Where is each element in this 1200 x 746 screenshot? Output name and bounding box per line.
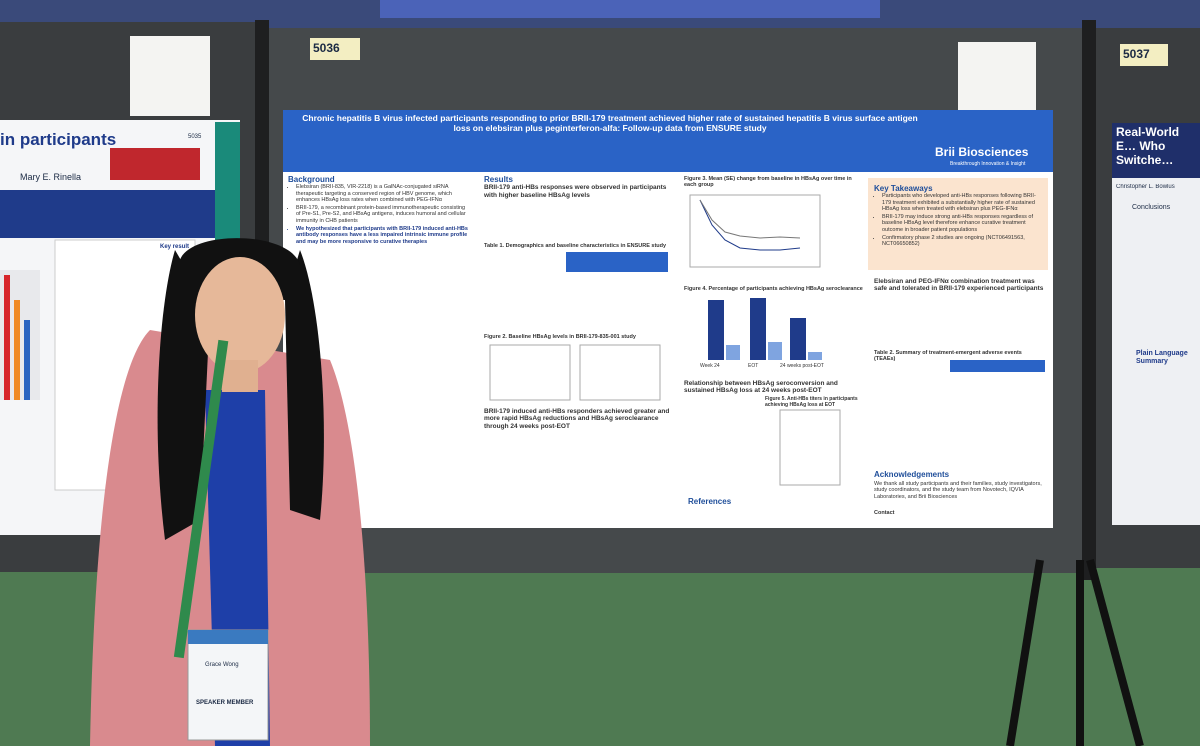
left-bar	[14, 300, 20, 400]
left-bar	[4, 275, 10, 400]
booth-number: 5037	[1123, 47, 1150, 61]
stand-legs	[1006, 558, 1144, 746]
key-takeaways-box	[868, 178, 1048, 270]
section-heading: Key Takeaways	[874, 184, 933, 193]
figure-2-plot	[579, 344, 661, 401]
subheading: BRII-179 induced anti-HBs responders ach…	[484, 408, 670, 430]
figure-5-plot	[779, 409, 841, 486]
contact: Contact	[874, 510, 895, 516]
left-poster-number: 5035	[188, 134, 202, 140]
badge-role: SPEAKER MEMBER	[196, 700, 254, 706]
right-poster-title: Real-World E… Who Switche…	[1116, 126, 1180, 167]
badge	[187, 629, 269, 741]
right-poster	[1112, 123, 1200, 525]
booth-sign	[310, 38, 360, 60]
poster-title: Chronic hepatitis B virus infected parti…	[302, 113, 918, 133]
badge-band	[188, 630, 268, 644]
bullet: Elebsiran (BRII-835, VIR-2218) is a GalN…	[296, 184, 468, 203]
poster-logo: Brii Biosciences	[935, 145, 1029, 159]
table-header	[950, 360, 1045, 372]
group-label: 24 weeks post-EOT	[780, 363, 824, 369]
bullet-list: Elebsiran (BRII-835, VIR-2218) is a GalN…	[288, 184, 468, 245]
left-bar	[24, 320, 30, 400]
left-poster-authors: Mary E. Rinella	[20, 172, 82, 182]
figure-caption: Figure 4. Percentage of participants ach…	[684, 286, 863, 292]
neck	[222, 360, 258, 392]
section-heading: Results	[484, 175, 513, 184]
main-poster	[283, 110, 1053, 528]
ceiling-lights	[380, 0, 880, 18]
subheading: Relationship between HBsAg seroconversio…	[684, 380, 838, 395]
instruction-sheet	[130, 36, 210, 116]
section-heading: References	[688, 497, 732, 506]
lanyard	[173, 339, 229, 659]
left-poster-title: in participants	[0, 130, 117, 149]
booth-number: 5036	[313, 41, 340, 55]
booth-sign	[1120, 44, 1168, 66]
acknowledgements: We thank all study participants and thei…	[874, 481, 1042, 500]
bullet: BRII-179 may induce strong anti-HBs resp…	[882, 214, 1044, 233]
figure-4-bar	[726, 345, 740, 360]
right-poster-section: Plain Language Summary	[1136, 350, 1188, 366]
figure-4-bar	[808, 352, 822, 360]
figure-4-bar	[750, 298, 766, 360]
background-section: Background Elebsiran (BRII-835, VIR-2218…	[288, 175, 468, 247]
instruction-sheet	[958, 42, 1036, 120]
figure-3-plot	[689, 194, 821, 268]
left-poster-logo-strip	[215, 122, 240, 242]
figure-3-line	[699, 199, 801, 251]
results-section: Results BRII-179 anti-HBs responses were…	[484, 175, 674, 199]
table-caption: Table 2. Summary of treatment-emergent a…	[874, 350, 1022, 363]
section-heading: Background	[288, 175, 335, 184]
group-label: Week 24	[700, 363, 720, 369]
board-post	[1082, 20, 1096, 580]
bullet-list: Participants who developed anti-HBs resp…	[874, 193, 1044, 248]
subheading: Elebsiran and PEG-IFNα combination treat…	[874, 278, 1044, 293]
subheading: BRII-179 anti-HBs responses were observe…	[484, 184, 667, 199]
poster-logo-tagline: Breakthrough Innovation & Insight	[950, 161, 1026, 167]
table-caption: Table 1. Demographics and baseline chara…	[484, 243, 667, 249]
left-poster-band	[0, 190, 215, 238]
right-poster-section: Conclusions	[1132, 204, 1171, 211]
bullet: Confirmatory phase 2 studies are ongoing…	[882, 235, 1044, 248]
key-takeaways: Key Takeaways Participants who developed…	[874, 184, 1044, 250]
figure-2-plot	[489, 344, 571, 401]
group-label: EOT	[748, 363, 759, 369]
figure-3-line	[699, 199, 801, 239]
figure-4-bar	[768, 342, 782, 360]
table-header	[566, 252, 668, 272]
bullet: Participants who developed anti-HBs resp…	[882, 193, 1044, 212]
right-poster-author: Christopher L. Bowlus	[1116, 184, 1175, 190]
face	[195, 257, 285, 373]
figure-caption: Figure 5. Anti-HBs titers in participant…	[765, 396, 858, 408]
left-poster-badge: Key result	[160, 244, 190, 250]
badge-name: Grace Wong	[205, 662, 239, 668]
figure-4-bar	[708, 300, 724, 360]
left-poster-qr-box	[110, 148, 200, 180]
main-poster-header	[283, 110, 1053, 172]
bullet: BRII-179, a recombinant protein-based im…	[296, 205, 468, 224]
section-heading: Acknowledgements	[874, 470, 950, 479]
figure-caption: Figure 2. Baseline HBsAg levels in BRII-…	[484, 334, 636, 340]
figure-4-bar	[790, 318, 806, 360]
hair	[285, 250, 324, 520]
right-poster-band	[1112, 123, 1200, 178]
bullet: We hypothesized that participants with B…	[296, 226, 468, 245]
figure-caption: Figure 3. Mean (SE) change from baseline…	[684, 176, 852, 189]
